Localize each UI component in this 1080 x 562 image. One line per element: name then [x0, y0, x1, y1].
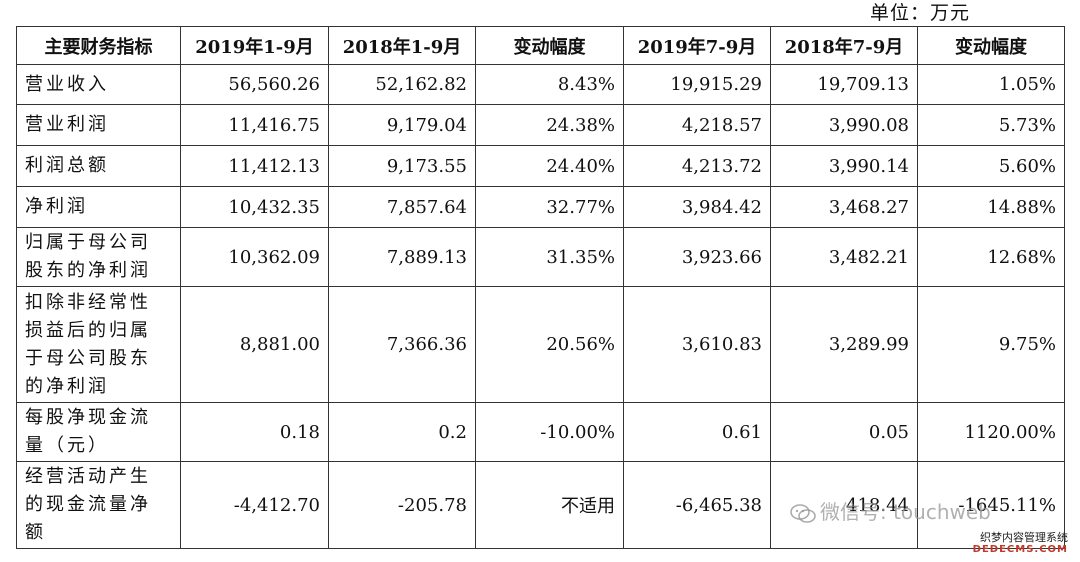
- table-cell: -4,412.70: [180, 461, 329, 549]
- table-cell: 4,213.72: [623, 145, 771, 187]
- table-row: 归属于母公司 股东的净利润 10,362.09 7,889.13 31.35% …: [16, 227, 1065, 287]
- header-cell-change-ytd: 变动幅度: [475, 26, 624, 65]
- table-cell: 56,560.26: [180, 64, 329, 105]
- table-cell: 3,984.42: [623, 186, 771, 228]
- row-label: 归属于母公司 股东的净利润: [16, 227, 181, 287]
- table-cell: -1645.11%: [917, 461, 1065, 549]
- header-cell-metric: 主要财务指标: [16, 26, 181, 65]
- table-cell: 9.75%: [917, 286, 1065, 403]
- table-cell: 5.60%: [917, 145, 1065, 187]
- row-label: 经营活动产生 的现金流量净 额: [16, 461, 181, 549]
- table-cell: 10,432.35: [180, 186, 329, 228]
- table-cell: 0.05: [770, 402, 918, 462]
- unit-label: 单位：万元: [869, 2, 970, 24]
- site-logo: 织梦内容管理系统 DEDECMS.COM: [973, 532, 1068, 556]
- table-cell: 1120.00%: [917, 402, 1065, 462]
- header-cell-2018-q3: 2018年7-9月: [770, 26, 918, 65]
- wechat-icon: [790, 503, 816, 524]
- site-logo-cn: 织梦内容管理系统: [980, 531, 1068, 544]
- table-cell: -6,465.38: [623, 461, 771, 549]
- table-cell: 19,709.13: [770, 64, 918, 105]
- header-cell-2018-q1-q3: 2018年1-9月: [328, 26, 476, 65]
- row-label: 净利润: [16, 186, 181, 228]
- table-cell: 8.43%: [475, 64, 624, 105]
- table-cell: 3,990.14: [770, 145, 918, 187]
- table-cell: 12.68%: [917, 227, 1065, 287]
- row-label: 营业收入: [16, 64, 181, 105]
- table-cell: 9,173.55: [328, 145, 476, 187]
- table-cell: 19,915.29: [623, 64, 771, 105]
- table-row: 净利润 10,432.35 7,857.64 32.77% 3,984.42 3…: [16, 186, 1065, 228]
- table-row: 经营活动产生 的现金流量净 额 -4,412.70 -205.78 不适用 -6…: [16, 461, 1065, 549]
- table-cell: 24.40%: [475, 145, 624, 187]
- table-cell: 3,990.08: [770, 104, 918, 146]
- table-cell: 5.73%: [917, 104, 1065, 146]
- header-cell-change-q3: 变动幅度: [917, 26, 1065, 65]
- header-cell-2019-q3: 2019年7-9月: [623, 26, 771, 65]
- table-cell: 3,289.99: [770, 286, 918, 403]
- header-cell-2019-q1-q3: 2019年1-9月: [180, 26, 329, 65]
- table-cell: 14.88%: [917, 186, 1065, 228]
- table-cell: 不适用: [475, 461, 624, 549]
- table-cell: 0.61: [623, 402, 771, 462]
- wechat-watermark: 微信号: touchweb: [790, 496, 991, 525]
- table-cell: 10,362.09: [180, 227, 329, 287]
- table-cell: 418.44: [770, 461, 918, 549]
- table-cell: 32.77%: [475, 186, 624, 228]
- financial-table: 主要财务指标 2019年1-9月 2018年1-9月 变动幅度 2019年7-9…: [16, 26, 1065, 549]
- row-label: 营业利润: [16, 104, 181, 146]
- table-cell: 24.38%: [475, 104, 624, 146]
- table-cell: 3,482.21: [770, 227, 918, 287]
- table-row: 营业利润 11,416.75 9,179.04 24.38% 4,218.57 …: [16, 104, 1065, 146]
- table-cell: 8,881.00: [180, 286, 329, 403]
- table-cell: 20.56%: [475, 286, 624, 403]
- table-cell: -205.78: [328, 461, 476, 549]
- table-cell: 11,416.75: [180, 104, 329, 146]
- row-label: 利润总额: [16, 145, 181, 187]
- table-cell: 7,366.36: [328, 286, 476, 403]
- table-cell: 52,162.82: [328, 64, 476, 105]
- watermark-text: 微信号: touchweb: [820, 500, 991, 524]
- table-cell: -10.00%: [475, 402, 624, 462]
- table-header-row: 主要财务指标 2019年1-9月 2018年1-9月 变动幅度 2019年7-9…: [16, 26, 1065, 65]
- table-cell: 1.05%: [917, 64, 1065, 105]
- table-cell: 3,468.27: [770, 186, 918, 228]
- table-cell: 31.35%: [475, 227, 624, 287]
- row-label: 扣除非经常性 损益后的归属 于母公司股东 的净利润: [16, 286, 181, 403]
- table-cell: 0.2: [328, 402, 476, 462]
- table-cell: 11,412.13: [180, 145, 329, 187]
- table-cell: 4,218.57: [623, 104, 771, 146]
- table-row: 利润总额 11,412.13 9,173.55 24.40% 4,213.72 …: [16, 145, 1065, 187]
- row-label: 每股净现金流 量（元）: [16, 402, 181, 462]
- table-cell: 9,179.04: [328, 104, 476, 146]
- table-row: 每股净现金流 量（元） 0.18 0.2 -10.00% 0.61 0.05 1…: [16, 402, 1065, 462]
- table-row: 扣除非经常性 损益后的归属 于母公司股东 的净利润 8,881.00 7,366…: [16, 286, 1065, 403]
- table-cell: 0.18: [180, 402, 329, 462]
- table-row: 营业收入 56,560.26 52,162.82 8.43% 19,915.29…: [16, 64, 1065, 105]
- site-logo-en: DEDECMS.COM: [972, 544, 1068, 555]
- table-cell: 7,889.13: [328, 227, 476, 287]
- table-cell: 3,610.83: [623, 286, 771, 403]
- table-cell: 3,923.66: [623, 227, 771, 287]
- table-cell: 7,857.64: [328, 186, 476, 228]
